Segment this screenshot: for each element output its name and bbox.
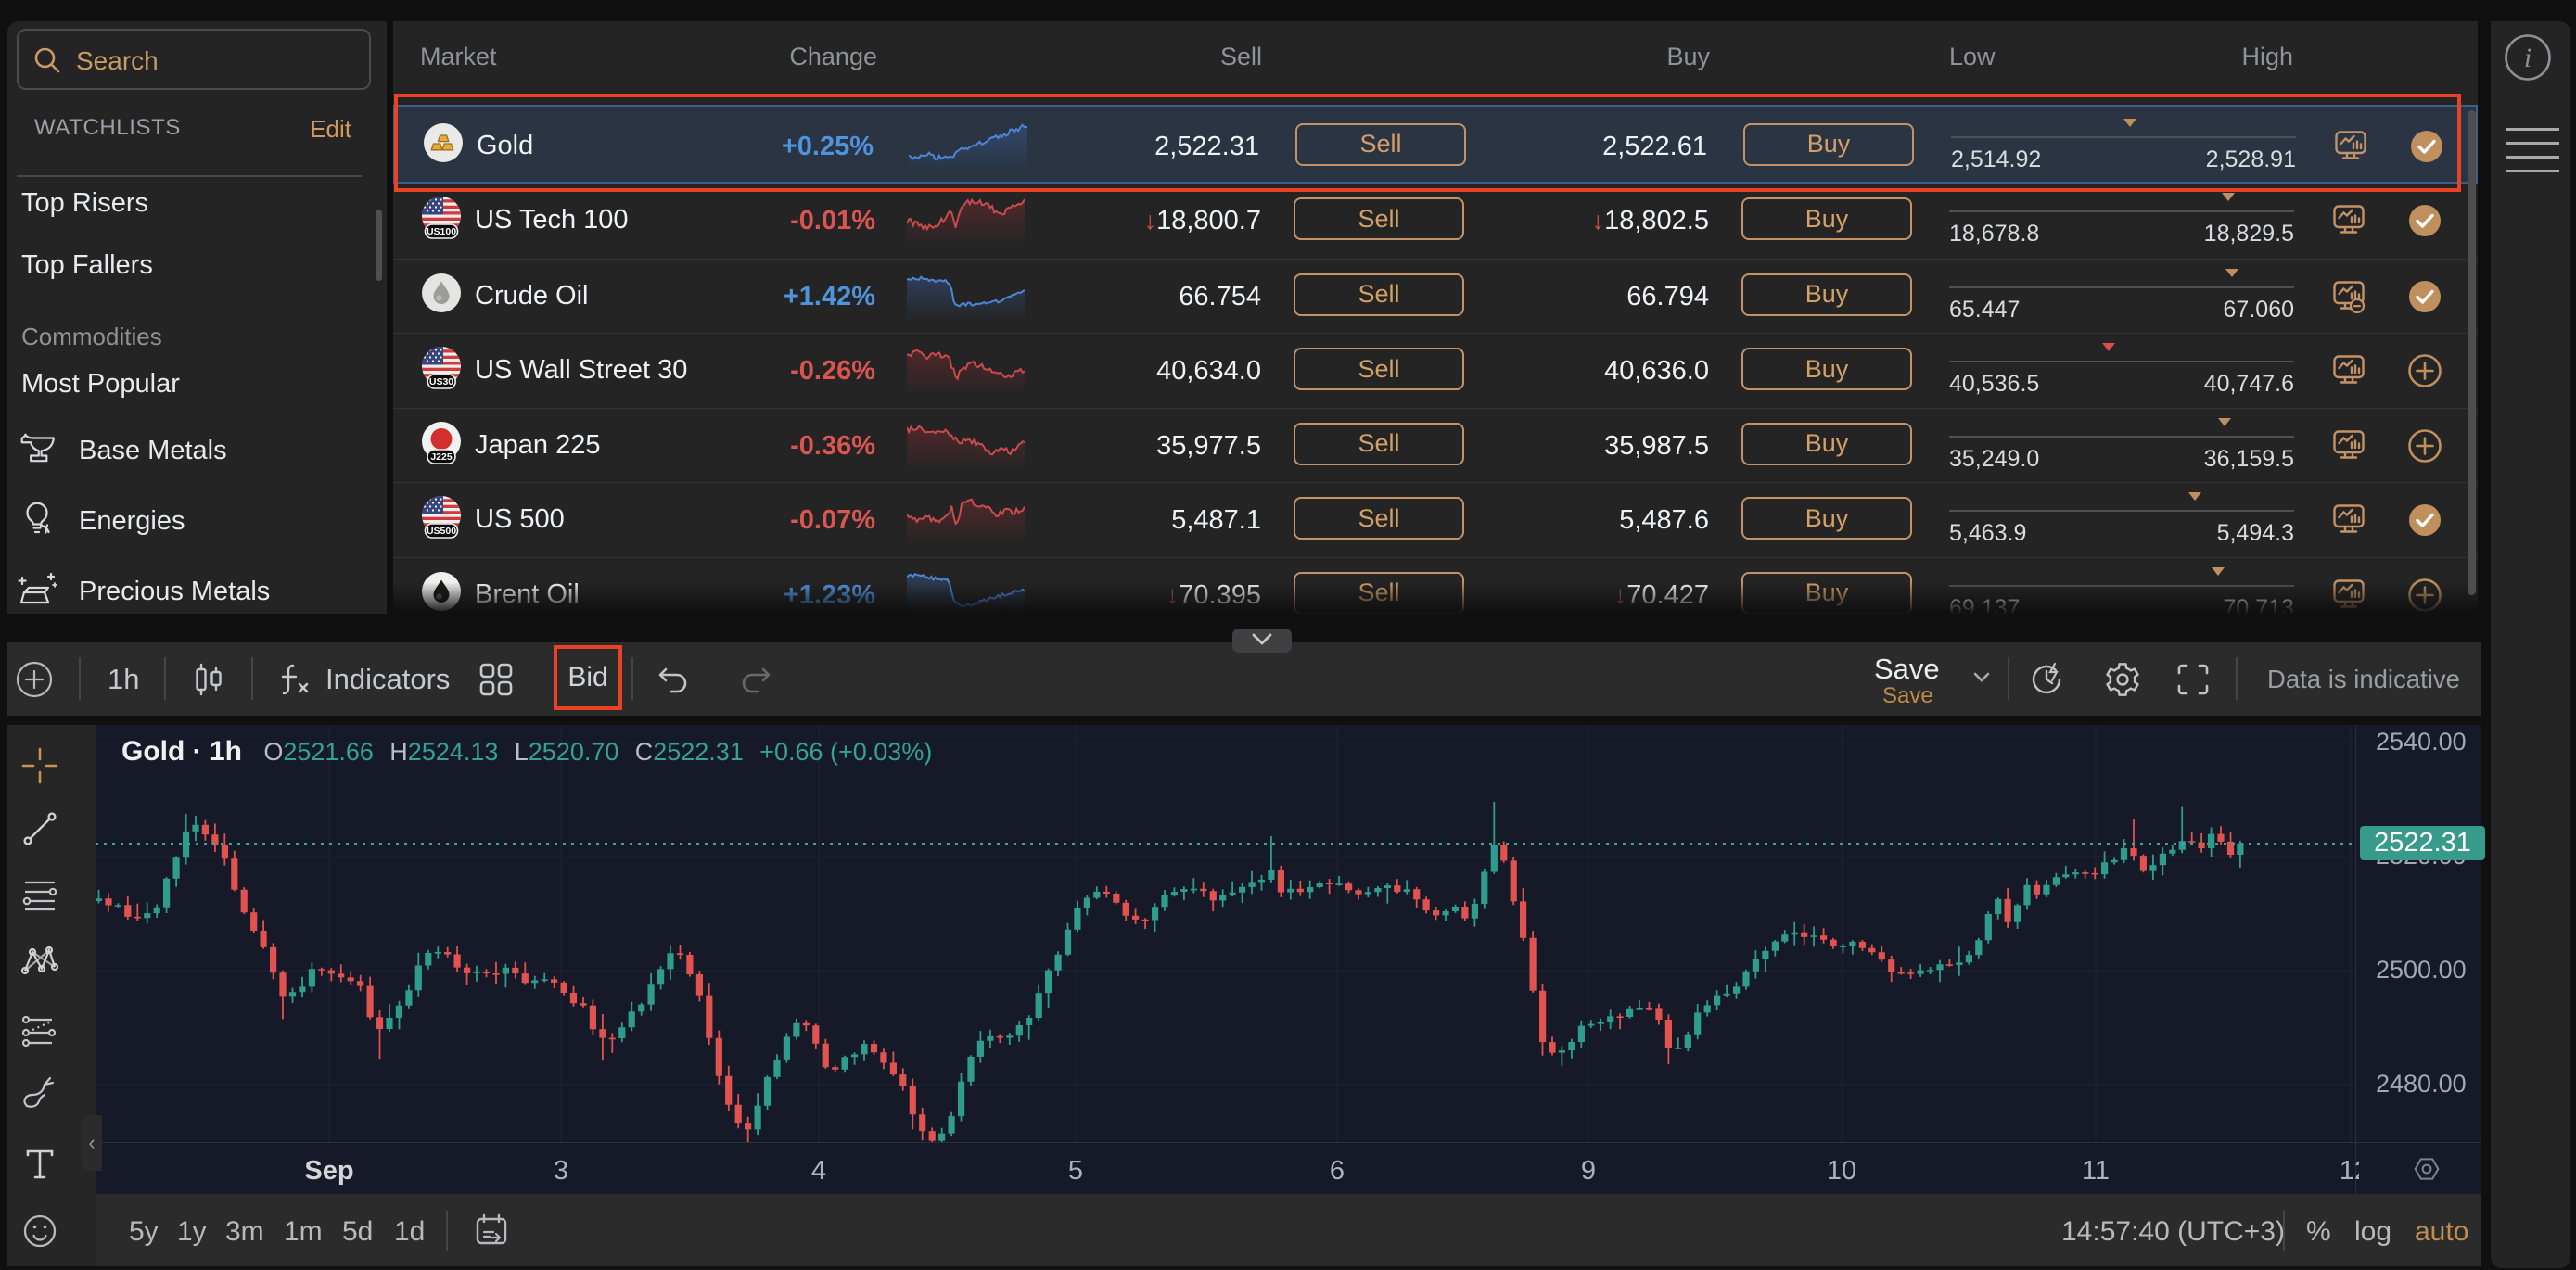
svg-text:US100: US100 <box>427 226 456 237</box>
svg-text:US500: US500 <box>427 526 456 537</box>
svg-text:J225: J225 <box>430 451 453 463</box>
svg-text:US30: US30 <box>429 376 453 387</box>
svg-text:i: i <box>2524 43 2531 73</box>
